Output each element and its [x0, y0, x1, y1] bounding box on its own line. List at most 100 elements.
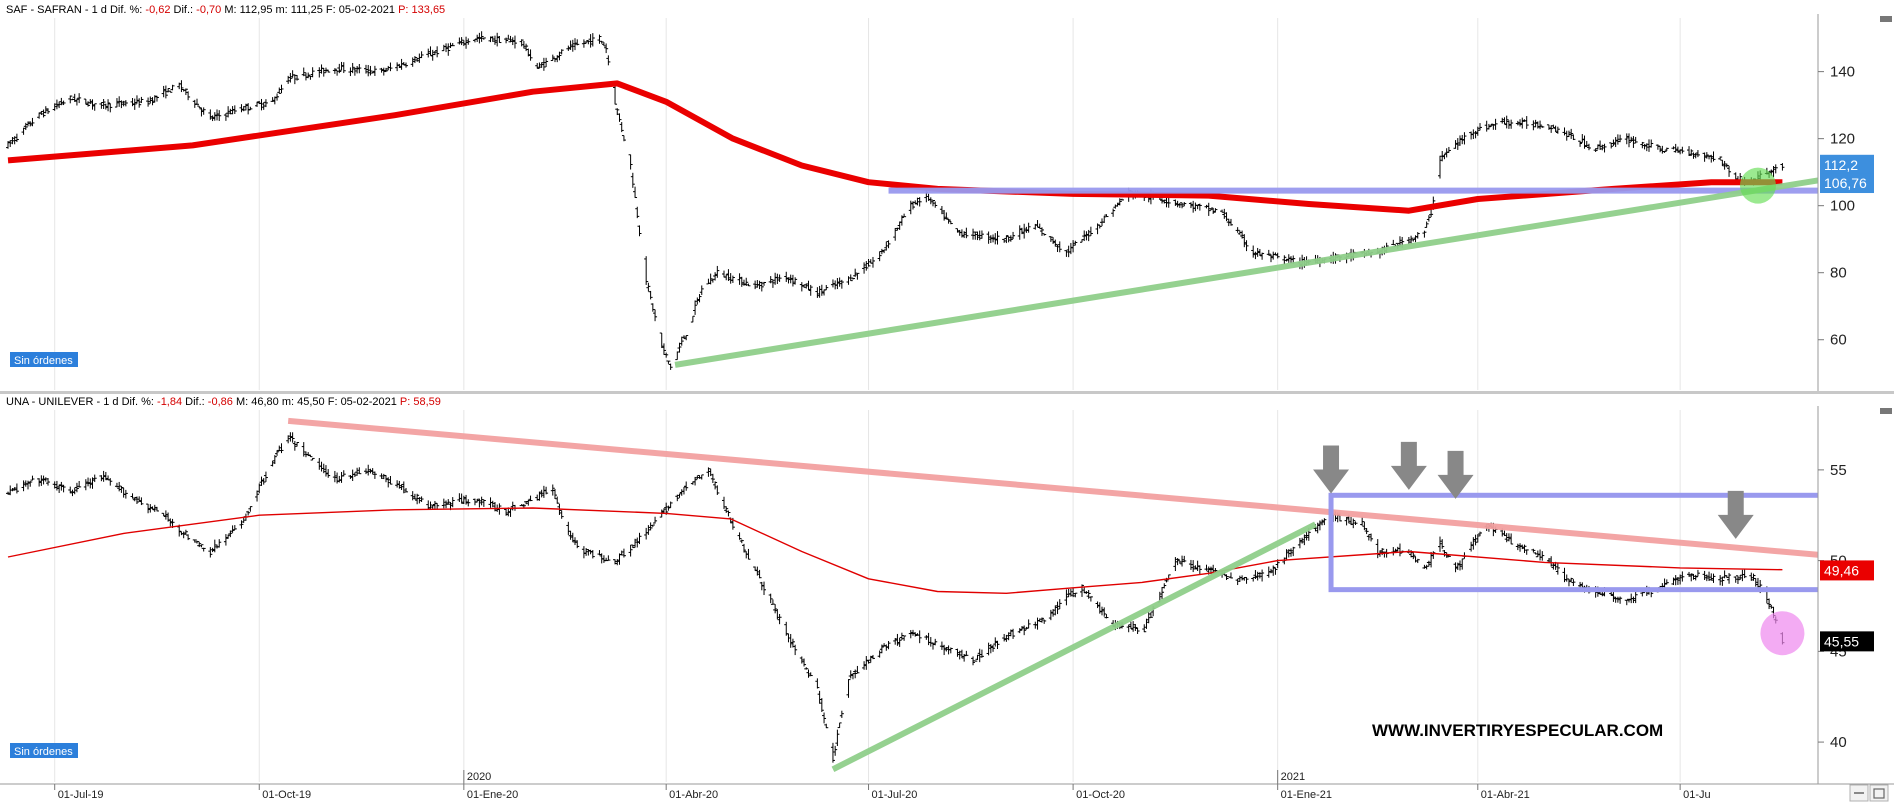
safran-candle — [1220, 209, 1225, 213]
unilever-candle — [1471, 537, 1476, 550]
unilever-candle — [504, 508, 509, 516]
unilever-candle — [684, 481, 689, 491]
unilever-annotations — [7, 417, 1894, 772]
unilever-candle — [633, 538, 638, 548]
unilever-candle — [101, 470, 106, 482]
unilever-candle — [693, 476, 698, 486]
unilever-candle — [384, 475, 389, 483]
safran-ytick-label: 120 — [1830, 131, 1855, 148]
unilever-candle — [1064, 589, 1069, 606]
unilever-candle — [1738, 574, 1743, 580]
safran-candle — [459, 37, 464, 46]
safran-candle — [1584, 140, 1589, 148]
unilever-candle — [1555, 562, 1560, 575]
unilever-candle — [308, 454, 313, 458]
safran-candle — [973, 231, 978, 240]
unilever-candle — [477, 498, 482, 508]
safran-candle — [1255, 247, 1260, 257]
unilever-candle — [621, 548, 626, 558]
time-axis-label: 01-Jul-20 — [872, 789, 918, 801]
unilever-candle — [1767, 598, 1772, 610]
unilever-candle — [212, 539, 217, 553]
safran-candle — [1173, 199, 1178, 206]
safran-candle — [946, 218, 951, 224]
unilever-orders-badge[interactable]: Sin órdenes — [10, 743, 78, 758]
safran-candle — [986, 231, 991, 244]
unilever-candle — [1073, 592, 1078, 598]
unilever-candle — [1504, 533, 1509, 543]
unilever-candle — [1724, 575, 1729, 578]
safran-candle — [57, 101, 62, 109]
safran-candle — [830, 279, 835, 288]
safran-candle — [633, 186, 638, 199]
safran-candle — [12, 136, 17, 145]
unilever-candle — [995, 640, 1000, 650]
unilever-candle — [793, 644, 798, 656]
unilever-candle — [275, 450, 280, 456]
safran-candle — [450, 43, 455, 47]
safran-candle — [1042, 233, 1047, 236]
unilever-candle — [1469, 541, 1474, 552]
unilever-candle — [824, 723, 829, 729]
unilever-candle — [1322, 518, 1327, 526]
unilever-candle — [1051, 609, 1056, 617]
unilever-candle — [777, 613, 782, 625]
safran-candle — [1208, 208, 1213, 211]
safran-candle — [1026, 222, 1031, 233]
safran-candle — [1662, 150, 1667, 153]
unilever-candle — [944, 647, 949, 652]
unilever-candle — [146, 503, 151, 514]
unilever-candle — [1244, 576, 1249, 584]
unilever-candle — [566, 521, 571, 535]
time-axis[interactable]: 01-Jul-19 01-Oct-19 01-Ene-20 01-Abr-20 01-J… — [0, 770, 1894, 801]
safran-candle — [123, 100, 128, 107]
unilever-candle — [1478, 531, 1483, 537]
unilever-candle — [217, 539, 222, 548]
unilever-candle — [99, 475, 104, 482]
safran-candle — [837, 277, 842, 287]
unilever-candle — [1344, 516, 1349, 526]
time-axis-label: 01-Abr-21 — [1481, 789, 1530, 801]
safran-candle — [492, 35, 497, 45]
safran-candle — [1251, 245, 1256, 258]
unilever-candle — [775, 609, 780, 620]
unilever-candle — [208, 547, 213, 558]
unilever-candle — [635, 537, 640, 548]
unilever-candle — [366, 464, 371, 476]
unilever-candle — [288, 432, 293, 442]
unilever-moving-average — [7, 507, 1783, 594]
safran-candle — [201, 107, 206, 115]
safran-candle — [30, 117, 35, 127]
unilever-candle — [1300, 537, 1305, 544]
safran-candle — [1453, 140, 1458, 149]
safran-candle — [1422, 230, 1427, 238]
safran-candle — [74, 98, 79, 106]
safran-candle — [446, 43, 451, 56]
unilever-candle — [573, 537, 578, 546]
safran-candle — [1426, 215, 1431, 222]
unilever-candle — [1353, 521, 1358, 526]
safran-candle — [444, 43, 449, 53]
unilever-candle — [1142, 624, 1147, 633]
panel-separator[interactable] — [0, 391, 1894, 394]
safran-candle — [357, 63, 362, 74]
safran-candle — [862, 262, 867, 274]
unilever-candle — [401, 481, 406, 494]
safran-candle — [415, 57, 420, 62]
unilever-candle — [666, 505, 671, 511]
safran-candle — [426, 48, 431, 58]
safran-candle — [1709, 154, 1714, 163]
unilever-candle — [1751, 573, 1756, 581]
safran-panel[interactable]: 60 80 100 120 140 112,2 106,76 SAF - SAFRAN - … — [6, 4, 1894, 392]
safran-orders-badge[interactable]: Sin órdenes — [10, 352, 78, 367]
safran-candle — [352, 67, 357, 76]
safran-candle — [573, 38, 578, 51]
safran-candle — [684, 335, 689, 341]
unilever-candle — [490, 500, 495, 508]
unilever-candle — [1411, 552, 1416, 560]
safran-candle — [186, 91, 191, 101]
safran-candles — [6, 31, 1785, 370]
safran-candle — [855, 272, 860, 280]
safran-candle — [895, 227, 900, 231]
